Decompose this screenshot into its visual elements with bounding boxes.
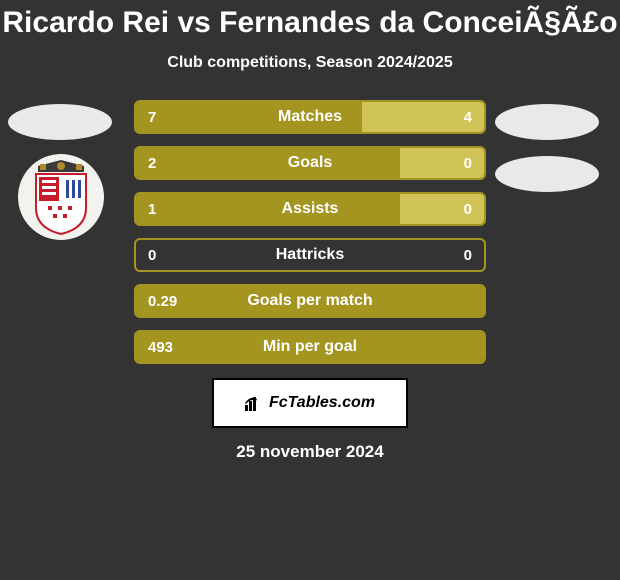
player1-photo-placeholder bbox=[8, 104, 112, 140]
stat-label: Min per goal bbox=[136, 332, 484, 362]
stat-row: 00Hattricks bbox=[134, 238, 486, 272]
attribution-badge: FcTables.com bbox=[212, 378, 408, 428]
player2-club-placeholder bbox=[495, 156, 599, 192]
fctables-logo-icon bbox=[245, 395, 265, 411]
stat-row: 10Assists bbox=[134, 192, 486, 226]
date-text: 25 november 2024 bbox=[0, 442, 620, 462]
stat-label: Assists bbox=[136, 194, 484, 224]
subtitle: Club competitions, Season 2024/2025 bbox=[0, 54, 620, 72]
stat-label: Goals bbox=[136, 148, 484, 178]
page-title: Ricardo Rei vs Fernandes da ConceiÃ§Ã£o bbox=[0, 0, 620, 40]
sc-braga-crest-icon bbox=[26, 158, 96, 236]
comparison-content: 74Matches 20Goals 10Assists 00Hattricks 0.29… bbox=[0, 100, 620, 364]
stat-row: 20Goals bbox=[134, 146, 486, 180]
stat-label: Goals per match bbox=[136, 286, 484, 316]
attribution-text: FcTables.com bbox=[269, 394, 375, 412]
stat-label: Matches bbox=[136, 102, 484, 132]
stat-row: 74Matches bbox=[134, 100, 486, 134]
stat-row: 0.29Goals per match bbox=[134, 284, 486, 318]
player1-club-badge bbox=[18, 154, 104, 240]
player2-photo-placeholder bbox=[495, 104, 599, 140]
comparison-bars: 74Matches 20Goals 10Assists 00Hattricks 0.29… bbox=[134, 100, 486, 364]
stat-row: 493Min per goal bbox=[134, 330, 486, 364]
stat-label: Hattricks bbox=[136, 240, 484, 270]
